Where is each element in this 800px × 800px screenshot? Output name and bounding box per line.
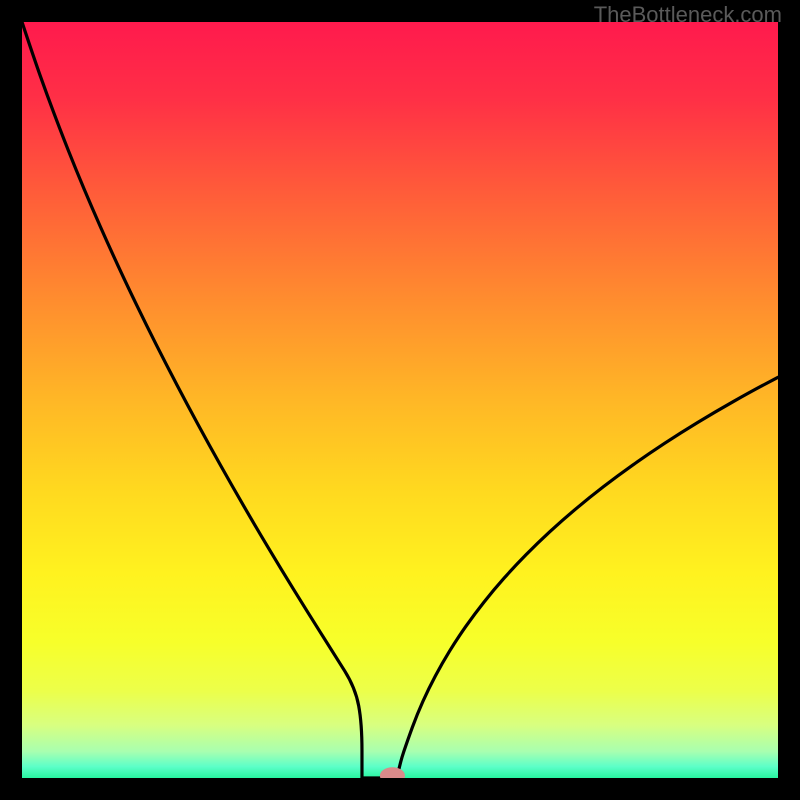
watermark-text: TheBottleneck.com (594, 2, 782, 28)
optimal-point-marker (380, 768, 404, 784)
gradient-background (22, 22, 778, 778)
bottleneck-chart (0, 0, 800, 800)
